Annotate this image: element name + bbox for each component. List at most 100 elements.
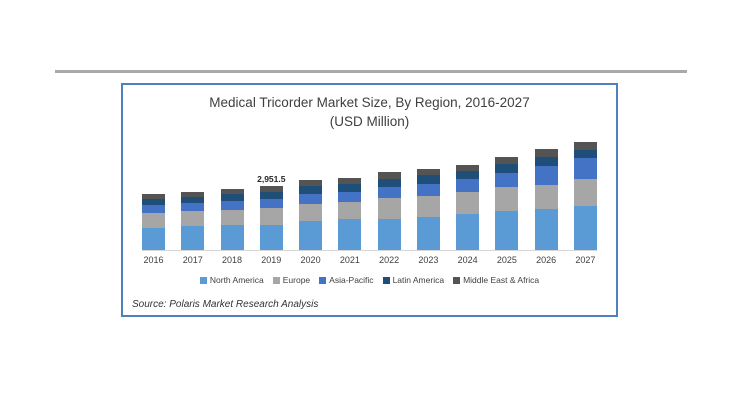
segment-2027-asia-pacific <box>573 158 597 180</box>
segment-2022-asia-pacific <box>377 187 401 198</box>
legend-item-europe: Europe <box>272 275 310 285</box>
x-label-text: 2018 <box>222 255 243 266</box>
legend-swatch-icon <box>319 276 327 284</box>
segment-2016-middle-east-africa <box>142 194 165 200</box>
legend-label: North America <box>209 275 264 286</box>
segment-2027-latin-america <box>573 149 597 159</box>
segment-2027-middle-east-africa <box>573 141 597 150</box>
bar-2021 <box>338 177 362 251</box>
segment-2023-middle-east-africa <box>416 168 440 176</box>
segment-2018-north-america <box>220 225 244 251</box>
bar-2019: 2,951.5 <box>257 174 286 251</box>
source-note: Source: Polaris Market Research Analysis <box>132 299 319 310</box>
segment-2018-europe <box>220 209 244 226</box>
segment-2020-middle-east-africa <box>299 180 323 186</box>
x-label-text: 2019 <box>261 255 282 266</box>
segment-2025-europe <box>495 187 519 212</box>
x-label-2021: 2021 <box>338 255 361 265</box>
segment-2018-latin-america <box>220 194 244 202</box>
segment-2017-latin-america <box>181 196 205 204</box>
legend-swatch-icon <box>382 276 390 284</box>
segment-2016-latin-america <box>142 199 165 206</box>
x-label-2024: 2024 <box>456 255 479 265</box>
segment-2017-europe <box>181 211 205 227</box>
segment-2021-europe <box>338 201 362 220</box>
legend-item-north-america: North America <box>199 275 264 286</box>
segment-2018-asia-pacific <box>220 201 244 210</box>
x-label-2017: 2017 <box>181 255 204 265</box>
x-label-2025: 2025 <box>495 255 518 265</box>
segment-2027-north-america <box>573 206 597 251</box>
x-label-2026: 2026 <box>535 255 558 265</box>
segment-2026-asia-pacific <box>534 166 558 186</box>
legend-swatch-icon <box>272 276 280 284</box>
x-label-text: 2025 <box>496 255 517 266</box>
segment-2025-latin-america <box>495 164 519 174</box>
bar-2018 <box>220 188 244 251</box>
segment-2027-europe <box>573 179 597 207</box>
x-label-text: 2023 <box>418 255 439 266</box>
legend-item-asia-pacific: Asia-Pacific <box>319 275 374 286</box>
x-label-2027: 2027 <box>574 255 597 265</box>
bar-2026 <box>534 149 558 251</box>
bar-2016 <box>142 194 165 251</box>
legend-swatch-icon <box>199 276 207 284</box>
bar-2027 <box>573 141 597 251</box>
x-label-text: 2017 <box>182 255 203 266</box>
legend-item-middle-east-africa: Middle East & Africa <box>453 275 539 285</box>
segment-2020-asia-pacific <box>299 194 323 204</box>
x-label-text: 2016 <box>143 255 164 266</box>
x-label-text: 2022 <box>379 255 400 266</box>
data-label-2019: 2,951.5 <box>257 174 286 185</box>
segment-2023-asia-pacific <box>416 184 440 197</box>
segment-2026-north-america <box>534 209 558 251</box>
x-label-2016: 2016 <box>142 255 165 265</box>
segment-2017-north-america <box>181 226 205 251</box>
segment-2019-asia-pacific <box>259 199 283 209</box>
segment-2023-north-america <box>416 217 440 251</box>
x-label-text: 2020 <box>300 255 321 266</box>
legend-item-latin-america: Latin America <box>382 275 444 285</box>
x-label-text: 2026 <box>536 255 557 266</box>
segment-2025-asia-pacific <box>495 173 519 188</box>
legend-label: Asia-Pacific <box>329 275 374 286</box>
segment-2021-north-america <box>338 219 362 251</box>
bar-2022 <box>377 172 401 251</box>
legend: North America Europe Asia-Pacific Latin Ame… <box>123 275 616 285</box>
x-label-text: 2024 <box>457 255 478 266</box>
segment-2019-middle-east-africa <box>259 186 283 192</box>
chart-frame: Medical Tricorder Market Size, By Region… <box>121 83 618 317</box>
bar-2017 <box>181 191 205 251</box>
segment-2018-middle-east-africa <box>220 188 244 195</box>
bar-2023 <box>416 168 440 251</box>
page-top-rule <box>55 70 687 73</box>
segment-2024-europe <box>456 191 480 215</box>
segment-2024-latin-america <box>456 170 480 179</box>
segment-2025-middle-east-africa <box>495 157 519 165</box>
plot-area: 2,951.5 <box>142 136 597 252</box>
chart-title: Medical Tricorder Market Size, By Region… <box>209 95 530 110</box>
segment-2017-asia-pacific <box>181 203 205 212</box>
segment-2024-middle-east-africa <box>456 164 480 171</box>
segment-2019-north-america <box>259 224 283 251</box>
segment-2020-europe <box>299 203 323 221</box>
segment-2019-europe <box>259 208 283 225</box>
x-label-2019: 2019 <box>260 255 283 265</box>
segment-2022-latin-america <box>377 178 401 187</box>
segment-2021-latin-america <box>338 183 362 192</box>
legend-swatch-icon <box>453 276 461 284</box>
x-label-2022: 2022 <box>378 255 401 265</box>
x-label-2018: 2018 <box>221 255 244 265</box>
segment-2026-europe <box>534 185 558 210</box>
segment-2022-middle-east-africa <box>377 172 401 179</box>
segment-2019-latin-america <box>259 191 283 200</box>
segment-2016-asia-pacific <box>142 205 165 214</box>
segment-2020-north-america <box>299 221 323 251</box>
segment-2024-north-america <box>456 214 480 251</box>
segment-2022-europe <box>377 198 401 219</box>
x-label-2020: 2020 <box>299 255 322 265</box>
segment-2017-middle-east-africa <box>181 191 205 197</box>
bar-2020 <box>299 180 323 251</box>
segment-2024-asia-pacific <box>456 179 480 192</box>
chart-subtitle: (USD Million) <box>329 113 410 129</box>
